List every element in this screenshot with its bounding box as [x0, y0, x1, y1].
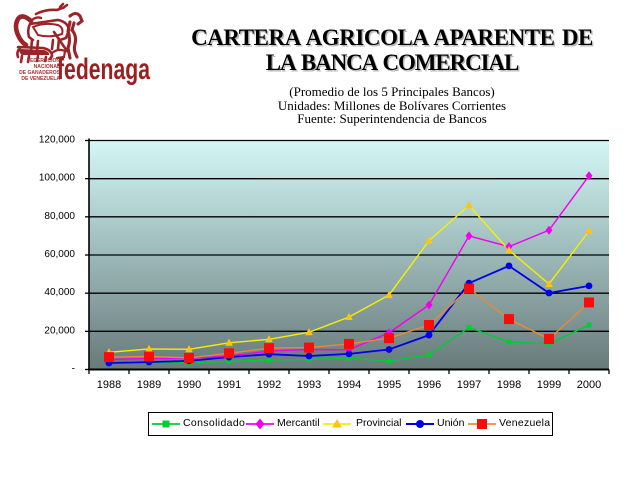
svg-text:40,000: 40,000: [44, 287, 75, 298]
svg-text:120,000: 120,000: [39, 135, 76, 146]
svg-text:1995: 1995: [377, 379, 401, 391]
svg-text:fedenaga: fedenaga: [57, 53, 150, 86]
svg-text:1999: 1999: [537, 379, 561, 391]
svg-text:DE GANADEROS: DE GANADEROS: [19, 70, 61, 76]
svg-text:1992: 1992: [257, 379, 281, 391]
svg-text:NACIONAL: NACIONAL: [34, 64, 60, 70]
svg-text:-: -: [72, 364, 75, 375]
svg-text:1993: 1993: [297, 379, 321, 391]
svg-text:DE VENEZUELA: DE VENEZUELA: [21, 76, 60, 82]
svg-text:80,000: 80,000: [44, 211, 75, 222]
svg-text:1998: 1998: [497, 379, 521, 391]
svg-text:1989: 1989: [137, 379, 161, 391]
svg-text:20,000: 20,000: [44, 325, 75, 336]
svg-text:FEDERACION: FEDERACION: [27, 58, 60, 64]
svg-text:1990: 1990: [177, 379, 201, 391]
svg-text:2000: 2000: [577, 379, 601, 391]
svg-text:1988: 1988: [97, 379, 121, 391]
svg-text:1996: 1996: [417, 379, 441, 391]
svg-text:60,000: 60,000: [44, 249, 75, 260]
svg-text:1991: 1991: [217, 379, 241, 391]
svg-text:100,000: 100,000: [39, 173, 76, 184]
svg-text:1994: 1994: [337, 379, 361, 391]
svg-text:1997: 1997: [457, 379, 481, 391]
